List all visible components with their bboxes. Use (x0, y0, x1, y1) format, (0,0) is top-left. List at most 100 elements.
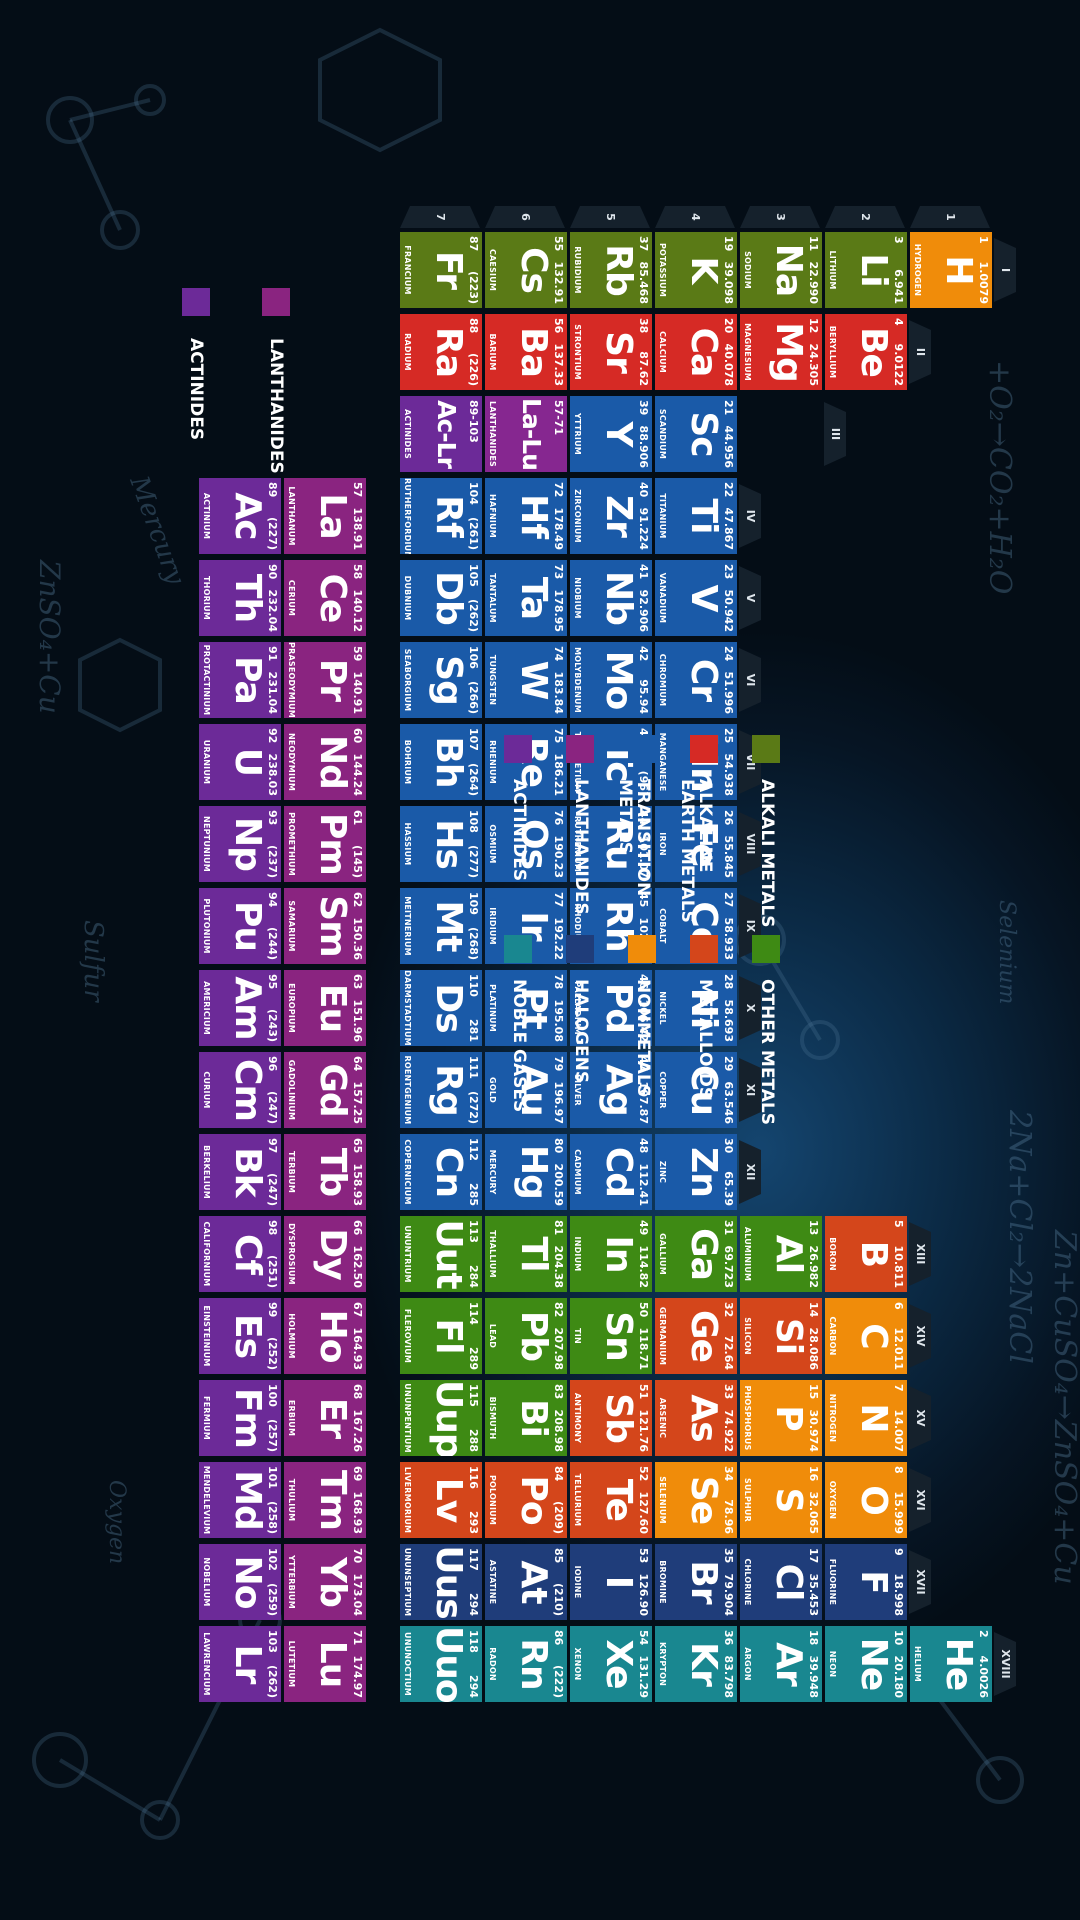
element-name: HASSIUM (403, 822, 412, 866)
element-name: LANTHANUM (287, 486, 296, 546)
element-name: AMERICIUM (202, 981, 211, 1035)
element-name: BORON (828, 1237, 837, 1271)
element-name: DYSPROSIUM (287, 1223, 296, 1285)
element-symbol: Pb (513, 1310, 554, 1362)
group-tab: XVI (909, 1468, 931, 1532)
element-symbol: Mo (598, 650, 639, 710)
legend-label-alkaline: ALKALINE EARTH METALS (677, 779, 715, 923)
element-symbol: Lr (227, 1644, 268, 1684)
element-name: PROMETHIUM (287, 812, 296, 876)
element-symbol: Fr (428, 250, 469, 290)
element-name: KRYPTON (658, 1642, 667, 1686)
group-tab: 7 (400, 206, 480, 228)
element-name: ROENTGENIUM (403, 1055, 412, 1125)
element-cell-te: 52 127.60 Te TELLURIUM (570, 1462, 652, 1538)
legend-swatch-transition (628, 735, 656, 763)
element-symbol: N (853, 1403, 894, 1433)
element-name: TANTALUM (488, 573, 497, 623)
element-symbol: Tm (312, 1469, 353, 1531)
element-name: SULPHUR (743, 1478, 752, 1522)
element-symbol: Se (683, 1475, 724, 1525)
element-name: VANADIUM (658, 572, 667, 624)
element-name: SCANDIUM (658, 408, 667, 460)
element-name: PHOSPHORUS (743, 1385, 752, 1451)
group-tab: XVIII (994, 1632, 1016, 1696)
element-symbol: In (598, 1235, 639, 1273)
legend-swatch-alkaline (690, 735, 718, 763)
element-name: CHROMIUM (658, 653, 667, 707)
element-cell-cm: 96 (247) Cm CURIUM (199, 1052, 281, 1128)
element-name: YTTERBIUM (287, 1555, 296, 1609)
element-name: FRANCIUM (403, 245, 412, 295)
element-name: THALLIUM (488, 1230, 497, 1278)
element-name: BERYLLIUM (828, 325, 837, 379)
element-cell-na: 11 22.990 Na SODIUM (740, 232, 822, 308)
element-name: HOLMIUM (287, 1313, 296, 1359)
legend-swatch-nonmetal (628, 935, 656, 963)
element-cell-li: 3 6.941 Li LITHIUM (825, 232, 907, 308)
element-symbol: Gd (312, 1063, 353, 1117)
element-name: ALUMINIUM (743, 1226, 752, 1282)
element-name: ARGON (743, 1647, 752, 1681)
element-cell-uus: 117 294 Uus UNUNSEPTIUM (400, 1544, 482, 1620)
element-cell-zr: 40 91.224 Zr ZIRCONIUM (570, 478, 652, 554)
element-symbol: Uus (428, 1545, 469, 1619)
element-name: POTASSIUM (658, 242, 667, 298)
element-cell-eu: 63 151.96 Eu EUROPIUM (284, 970, 366, 1046)
element-cell-ac-lr: 89-103 Ac-Lr ACTINIDES (400, 396, 482, 472)
element-symbol: Ac (227, 492, 268, 540)
element-cell-uup: 115 288 Uup UNUNPENTIUM (400, 1380, 482, 1456)
element-symbol: Cf (227, 1233, 268, 1275)
element-symbol: Cs (513, 247, 554, 293)
element-name: FLUORINE (828, 1558, 837, 1606)
element-name: RUTHERFORDIUM (403, 478, 412, 554)
element-name: OXYGEN (828, 1480, 837, 1520)
element-cell-ta: 73 178.95 Ta TANTALUM (485, 560, 567, 636)
group-tab: 6 (485, 206, 565, 228)
element-symbol: Ta (513, 576, 554, 620)
actinides-key-swatch (182, 288, 210, 316)
element-name: UNUNOCTIUM (403, 1632, 412, 1696)
element-cell-ce: 58 140.12 Ce CERIUM (284, 560, 366, 636)
element-symbol: Pu (227, 900, 268, 951)
category-legend: ALKALI METALS ALKALINE EARTH METALS TRANSI… (460, 735, 780, 1175)
group-tab: 1 (910, 206, 990, 228)
handwriting-doodle: Sulfur (78, 920, 108, 1003)
element-name: UNUNPENTIUM (403, 1383, 412, 1453)
equation-doodle: +O₂→CO₂+H₂O (982, 360, 1017, 594)
element-name: MENDELEVIUM (202, 1465, 211, 1535)
element-cell-cf: 98 (251) Cf CALIFORNIUM (199, 1216, 281, 1292)
element-cell-er: 68 167.26 Er ERBIUM (284, 1380, 366, 1456)
element-cell-ra: 88 (226) Ra RADIUM (400, 314, 482, 390)
element-symbol: Lv (428, 1477, 469, 1523)
element-name: LIVERMORIUM (403, 1466, 412, 1534)
element-cell-lr: 103 (262) Lr LAWRENCIUM (199, 1626, 281, 1702)
element-symbol: La (312, 493, 353, 539)
element-cell-c: 6 12.011 C CARBON (825, 1298, 907, 1374)
element-cell-n: 7 14.007 N NITROGEN (825, 1380, 907, 1456)
element-symbol: Eu (312, 983, 353, 1033)
group-tab: I (994, 238, 1016, 302)
legend-swatch-noble (504, 935, 532, 963)
element-cell-v: 23 50.942 V VANADIUM (655, 560, 737, 636)
element-symbol: Ti (683, 498, 724, 534)
element-cell-kr: 36 83.798 Kr KRYPTON (655, 1626, 737, 1702)
group-tab: IV (739, 484, 761, 548)
element-cell-am: 95 (243) Am AMERICIUM (199, 970, 281, 1046)
element-cell-fl: 114 289 Fl FLEROVIUM (400, 1298, 482, 1374)
element-name: SAMARIUM (287, 900, 296, 952)
element-symbol: Po (513, 1475, 554, 1525)
element-symbol: Tl (513, 1236, 554, 1272)
element-symbol: Al (768, 1234, 809, 1274)
element-symbol: Be (853, 327, 894, 377)
element-name: LAWRENCIUM (202, 1632, 211, 1696)
element-name: MOLYBDENUM (573, 647, 582, 713)
element-name: SODIUM (743, 251, 752, 289)
element-name: NITROGEN (828, 1393, 837, 1443)
element-name: CERIUM (287, 579, 296, 617)
handwriting-doodle: Oxygen (104, 1480, 129, 1564)
element-cell-lu: 71 174.97 Lu LUTETIUM (284, 1626, 366, 1702)
